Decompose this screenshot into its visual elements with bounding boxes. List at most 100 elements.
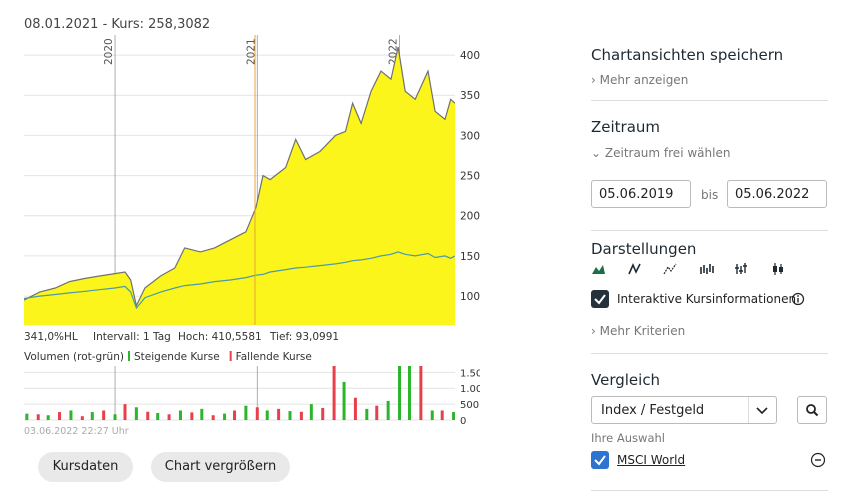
y-tick-label: 0: [460, 416, 466, 427]
volume-bar: [288, 411, 292, 420]
volume-bar: [90, 412, 94, 420]
volume-bar: [452, 412, 455, 420]
checkbox[interactable]: [591, 451, 609, 469]
info-icon[interactable]: [791, 292, 805, 306]
stat: Tief: 93,0991: [269, 331, 339, 343]
legend-swatch: [229, 351, 232, 361]
divider: [591, 353, 828, 354]
timestamp: 03.06.2022 22:27 Uhr: [24, 426, 129, 437]
icon-line[interactable]: [628, 263, 641, 275]
icon-ohlc[interactable]: [700, 264, 714, 274]
icon-candle[interactable]: [779, 267, 783, 272]
volume-bar: [113, 414, 117, 420]
x-tick-label: 2021: [245, 38, 257, 65]
more-link[interactable]: › Mehr anzeigen: [591, 73, 689, 87]
section-title: Vergleich: [591, 371, 661, 389]
compare-select[interactable]: Index / Festgeld: [591, 396, 777, 424]
volume-bar: [244, 405, 248, 420]
link-text[interactable]: Mehr Kriterien: [599, 324, 686, 338]
icon-candle[interactable]: [773, 266, 777, 272]
y-tick-label: 100 %: [460, 291, 480, 303]
period-link[interactable]: ⌄ Zeitraum frei wählen: [591, 146, 731, 160]
volume-bar: [36, 414, 40, 420]
divider: [591, 230, 828, 231]
volume-bar: [440, 410, 444, 420]
marks: [24, 46, 455, 325]
y-tick-label: 400 %: [460, 50, 480, 62]
checkbox[interactable]: [591, 290, 609, 308]
legend-swatch: [128, 351, 130, 361]
stat: 341,0%HL: [24, 331, 78, 343]
volume-bar: [255, 407, 259, 420]
line: [24, 251, 455, 310]
icon-area[interactable]: [592, 265, 605, 274]
enlarge-button[interactable]: Chart vergrößern: [151, 452, 290, 482]
volume-bar: [321, 407, 325, 420]
volume-bar: [25, 413, 29, 420]
volume-bar: [190, 412, 194, 420]
y-tick-label: 250 %: [460, 171, 480, 183]
search-button[interactable]: [797, 396, 827, 424]
divider: [591, 490, 828, 491]
y-tick-label: 300 %: [460, 130, 480, 142]
volume-bar: [178, 410, 182, 420]
icon-points[interactable]: [663, 263, 677, 275]
divider: [591, 100, 828, 101]
volume-bar: [134, 407, 138, 420]
volume-bar: [309, 404, 313, 420]
volume-bar: [342, 381, 346, 420]
volume-bar: [332, 366, 336, 420]
link-text[interactable]: Zeitraum frei wählen: [604, 146, 731, 160]
volume-bar: [102, 410, 106, 420]
volume-bar: [167, 414, 171, 420]
volume-bar: [430, 410, 434, 420]
legend-label: Fallende Kurse: [236, 351, 312, 363]
compare-item[interactable]: MSCI World: [617, 453, 686, 467]
y-tick-label: 350 %: [460, 90, 480, 102]
selection-label: Ihre Auswahl: [591, 431, 665, 445]
y-tick-label: 500: [460, 400, 479, 411]
chart: 100 % 150 % 200 % 250 % 300 % 350 % 400 % 2020 2…: [24, 35, 480, 437]
checkbox-label[interactable]: Interaktive Kursinformationen: [617, 292, 797, 306]
marks: [25, 366, 455, 420]
volume-title: Volumen (rot-grün): [24, 351, 124, 363]
volume-bar: [419, 366, 423, 420]
date-to[interactable]: 05.06.2022: [727, 180, 827, 208]
volume-bar: [365, 408, 369, 420]
y-tick-label: 200 %: [460, 211, 480, 223]
volume-bar: [80, 416, 84, 420]
volume-bar: [123, 404, 127, 420]
volume-bar: [146, 411, 150, 420]
remove-icon[interactable]: [810, 452, 826, 468]
icon-hlc[interactable]: [735, 263, 747, 274]
date-from[interactable]: 05.06.2019: [591, 180, 691, 208]
area: [24, 47, 455, 325]
volume-bar: [46, 415, 50, 420]
link-text[interactable]: Mehr anzeigen: [599, 73, 689, 87]
stat: Hoch: 410,5581: [178, 331, 262, 343]
header: 08.01.2021 - Kurs: 258,3082: [24, 17, 211, 32]
volume-bar: [277, 408, 281, 420]
volume-bar: [156, 413, 160, 420]
volume-bar: [223, 413, 227, 420]
section-title: Zeitraum: [591, 118, 661, 136]
volume-bar: [200, 408, 204, 420]
volume-bar: [58, 412, 62, 420]
legend-label: Steigende Kurse: [134, 351, 220, 363]
more-criteria[interactable]: › Mehr Kriterien: [591, 324, 686, 338]
y-tick-label: 1.000: [460, 384, 480, 395]
volume-bar: [233, 410, 237, 420]
plot-area: [24, 366, 455, 420]
volume-chart: 0 500 1.000 1.500: [24, 366, 480, 427]
volume-bar: [375, 405, 379, 420]
y-tick-label: 1.500: [460, 368, 480, 379]
stat: Intervall: 1 Tag: [93, 331, 171, 343]
kursdaten-button[interactable]: Kursdaten: [38, 452, 133, 482]
volume-bar: [407, 366, 411, 420]
chart-type-icons: [592, 263, 783, 275]
select-arrow[interactable]: [748, 397, 776, 424]
volume-bar: [353, 397, 357, 420]
volume-bar: [398, 366, 402, 420]
y-tick-label: 150 %: [460, 251, 480, 263]
